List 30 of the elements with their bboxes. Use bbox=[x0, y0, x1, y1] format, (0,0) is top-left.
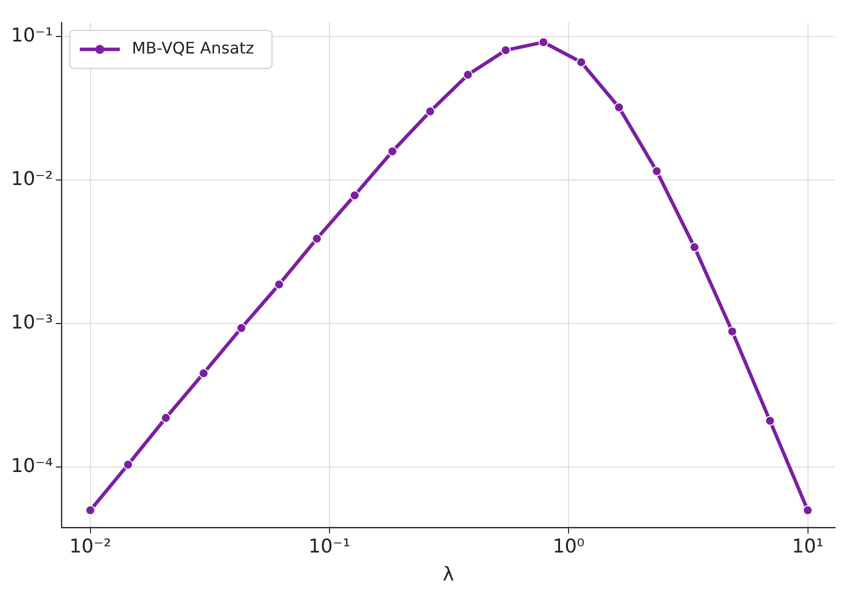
point bbox=[576, 57, 586, 68]
legend-label: MB-VQE Ansatz bbox=[132, 38, 254, 58]
point bbox=[500, 45, 511, 56]
x-tick-label: 10⁻² bbox=[69, 536, 112, 558]
point bbox=[614, 102, 624, 112]
point bbox=[387, 146, 398, 156]
point bbox=[350, 190, 360, 200]
y-tick-label: 10⁻³ bbox=[10, 311, 53, 334]
y-tick-label: 10⁻² bbox=[10, 168, 53, 190]
point bbox=[160, 412, 171, 423]
point bbox=[425, 106, 436, 116]
point bbox=[802, 505, 813, 516]
y-tick-label: 10⁻¹ bbox=[10, 24, 53, 46]
point bbox=[462, 70, 473, 80]
point bbox=[236, 323, 246, 334]
y-tick-label: 10⁻⁴ bbox=[10, 455, 54, 477]
point bbox=[652, 166, 662, 176]
point bbox=[727, 326, 738, 336]
point bbox=[85, 505, 96, 516]
x-axis-title: λ bbox=[442, 564, 454, 586]
point bbox=[312, 234, 322, 244]
point bbox=[123, 460, 134, 470]
point bbox=[274, 279, 284, 290]
point bbox=[764, 416, 775, 426]
point bbox=[689, 242, 700, 252]
x-tick-label: 10⁻¹ bbox=[308, 536, 350, 558]
x-tick-label: 10⁰ bbox=[552, 536, 585, 558]
point bbox=[198, 368, 209, 378]
point bbox=[538, 37, 548, 48]
x-tick-label: 10¹ bbox=[792, 536, 824, 558]
